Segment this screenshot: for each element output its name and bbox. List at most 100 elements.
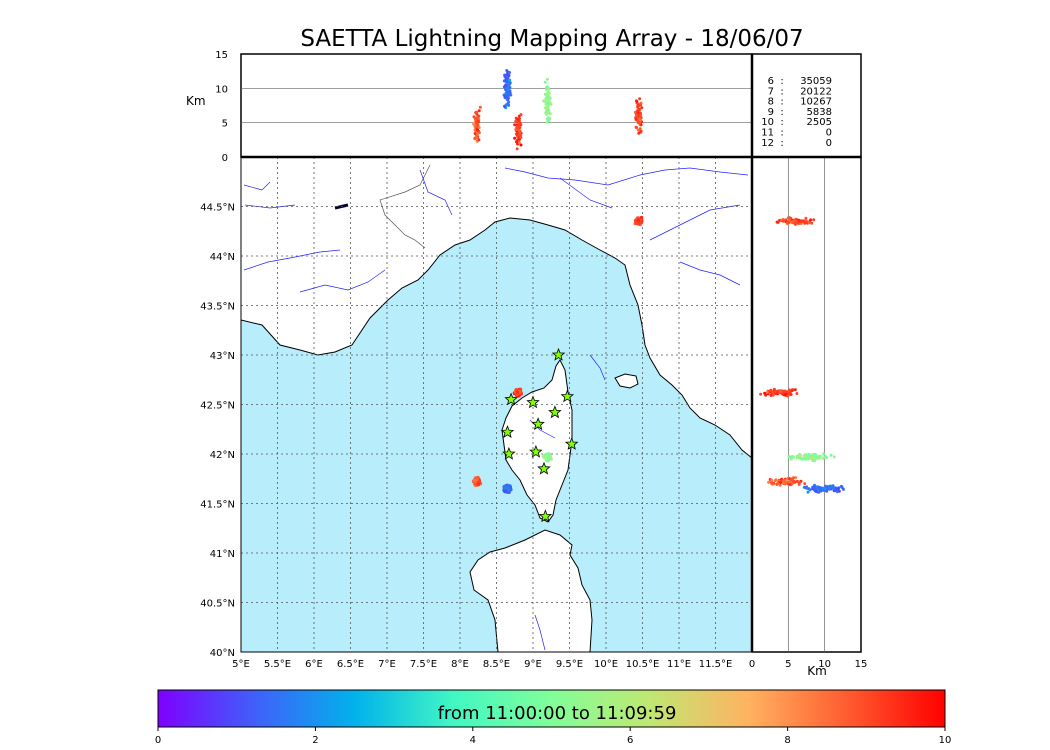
altitude-lon-point bbox=[519, 143, 523, 147]
altitude-lon-panel: 0 5 10 15 Km bbox=[186, 50, 753, 164]
altitude-lat-point bbox=[834, 486, 838, 490]
altitude-lon-point bbox=[518, 130, 521, 134]
map-lightning-point bbox=[635, 221, 639, 225]
legend-station-number: 7 bbox=[768, 86, 774, 97]
altitude-lat-point bbox=[772, 387, 776, 391]
map-stations bbox=[500, 347, 579, 523]
legend-separator: : bbox=[780, 138, 783, 149]
altitude-lat-point bbox=[767, 480, 771, 484]
altitude-lon-point bbox=[545, 88, 548, 92]
altitude-lat-point bbox=[771, 391, 775, 395]
altitude-lon-point bbox=[545, 110, 548, 114]
altitude-lat-point bbox=[769, 388, 773, 392]
map-lat-tick-label: 40.5°N bbox=[200, 599, 235, 610]
map-lon-tick-label: 10.5°E bbox=[626, 659, 660, 670]
legend-count: 2505 bbox=[807, 117, 832, 128]
altitude-lat-point bbox=[807, 452, 811, 456]
map-lightning-point bbox=[506, 488, 511, 492]
map-lightning-point bbox=[473, 481, 477, 486]
altitude-lon-point bbox=[476, 119, 480, 123]
legend-station-number: 12 bbox=[761, 138, 774, 149]
map-lon-tick-label: 10°E bbox=[594, 659, 618, 670]
altitude-lon-point bbox=[514, 140, 518, 144]
map-lightning-point bbox=[636, 218, 640, 223]
map-lat-tick-label: 44°N bbox=[210, 252, 235, 263]
altitude-lon-point bbox=[473, 125, 477, 129]
altitude-lon-point bbox=[638, 127, 642, 131]
legend-station-number: 10 bbox=[761, 117, 774, 128]
altitude-lat-point bbox=[804, 221, 808, 225]
colorbar-label: from 11:00:00 to 11:09:59 bbox=[438, 703, 677, 724]
map-lat-tick-label: 43.5°N bbox=[200, 302, 235, 313]
altitude-lon-point bbox=[517, 125, 521, 129]
altitude-lat-point bbox=[829, 486, 833, 490]
altitude-lat-point bbox=[797, 481, 801, 485]
legend-station-number: 9 bbox=[768, 107, 774, 118]
colorbar-gradient bbox=[157, 689, 946, 728]
map-lat-tick-label: 42°N bbox=[210, 450, 235, 461]
map-lon-tick-label: 5.5°E bbox=[264, 659, 291, 670]
altitude-lon-point bbox=[546, 101, 550, 105]
altitude-lon-point bbox=[505, 98, 509, 102]
altitude-lon-point bbox=[547, 110, 551, 114]
altitude-lat-point bbox=[836, 487, 840, 491]
altitude-lon-point bbox=[543, 80, 547, 84]
legend-frame bbox=[751, 53, 862, 158]
altitude-lat-point bbox=[804, 216, 808, 220]
sea-area bbox=[241, 217, 752, 652]
altitude-lon-tick-label: 10 bbox=[215, 84, 228, 95]
map-lat-tick-label: 43°N bbox=[210, 351, 235, 362]
map-lon-tick-label: 6.5°E bbox=[337, 659, 364, 670]
altitude-lon-point bbox=[640, 106, 644, 110]
altitude-lat-point bbox=[792, 476, 795, 480]
colorbar-tick-label: 4 bbox=[470, 735, 476, 746]
altitude-lat-point bbox=[775, 391, 779, 394]
altitude-lat-point bbox=[805, 486, 809, 490]
altitude-lon-point bbox=[547, 88, 551, 91]
map-lon-tick-label: 11.5°E bbox=[699, 659, 733, 670]
altitude-lat-tick-label: 0 bbox=[749, 659, 755, 670]
altitude-lon-point bbox=[477, 138, 481, 142]
altitude-lat-point bbox=[764, 393, 768, 397]
altitude-lon-point bbox=[507, 103, 511, 107]
altitude-lon-point bbox=[515, 131, 519, 135]
altitude-lon-point bbox=[503, 95, 507, 99]
map-lightning-point bbox=[546, 452, 550, 457]
altitude-lon-point bbox=[546, 98, 550, 102]
altitude-lon-point bbox=[546, 93, 550, 97]
altitude-lon-points bbox=[472, 69, 644, 151]
altitude-lon-point bbox=[549, 102, 553, 106]
altitude-lon-point bbox=[543, 92, 547, 96]
altitude-lat-point bbox=[800, 219, 804, 223]
altitude-lat-point bbox=[779, 481, 783, 485]
altitude-lon-point bbox=[519, 136, 523, 139]
altitude-lat-point bbox=[782, 478, 786, 482]
altitude-lon-point bbox=[519, 113, 523, 117]
altitude-lon-point bbox=[517, 141, 521, 145]
altitude-lat-point bbox=[785, 478, 789, 482]
altitude-lon-point bbox=[636, 104, 640, 108]
station-marker bbox=[538, 509, 553, 523]
altitude-lat-point bbox=[788, 391, 792, 395]
altitude-lon-point bbox=[508, 71, 511, 74]
altitude-lon-point bbox=[513, 136, 517, 140]
station-marker bbox=[500, 425, 515, 439]
altitude-lat-point bbox=[781, 219, 785, 223]
altitude-lon-point bbox=[477, 126, 481, 129]
altitude-lat-point bbox=[810, 221, 814, 225]
altitude-lon-point bbox=[547, 108, 550, 111]
altitude-lat-point bbox=[789, 216, 793, 220]
map-lightning-point bbox=[543, 454, 548, 459]
altitude-lon-point bbox=[637, 121, 641, 124]
map-lat-tick-label: 40°N bbox=[210, 648, 235, 659]
map-lon-tick-label: 6°E bbox=[305, 659, 323, 670]
map-lon-tick-label: 7.5°E bbox=[410, 659, 437, 670]
altitude-lon-point bbox=[545, 85, 549, 89]
legend-separator: : bbox=[780, 97, 783, 108]
altitude-lat-point bbox=[775, 220, 779, 224]
station-marker bbox=[529, 444, 543, 458]
altitude-lat-point bbox=[815, 485, 819, 489]
altitude-lat-point bbox=[793, 480, 797, 484]
altitude-lon-tick-label: 5 bbox=[222, 119, 228, 130]
altitude-lat-point bbox=[774, 478, 778, 482]
